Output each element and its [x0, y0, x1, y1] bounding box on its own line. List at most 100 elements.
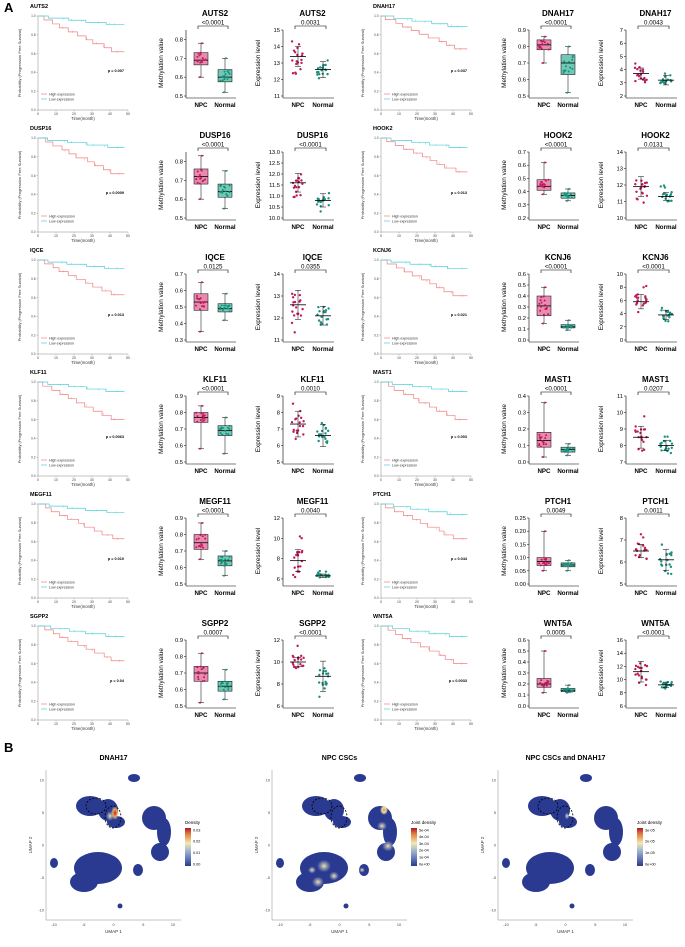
km-x-axis-label: Time(month) [71, 116, 95, 121]
km-y-tick-label: 0.6 [31, 296, 36, 300]
km-y-axis-label: Probability (Progression Free Survival) [17, 150, 22, 219]
km-y-tick-label: 0.2 [31, 455, 36, 459]
methylation-y-tick-label: 0.8 [175, 159, 183, 165]
dot-point [322, 63, 325, 67]
methylation-p-value: <0.0001 [202, 20, 225, 27]
km-plot: SGPP2 0 10 20 30 40 50 0.0 0.2 0.4 0.6 0.8 1.0 Probab… [17, 614, 130, 731]
dot-point [292, 573, 295, 577]
expression-y-axis-label: Expression level [255, 528, 262, 575]
expression-y-tick-label: 12 [617, 664, 623, 670]
km-y-tick-label: 0.4 [374, 193, 379, 197]
km-x-tick-label: 30 [90, 600, 94, 604]
dot-point [300, 61, 303, 65]
box-point [568, 442, 570, 445]
dot-point [670, 681, 673, 684]
expression-y-tick-label: 8 [277, 411, 280, 417]
umap-title: DNAH17 [99, 755, 127, 762]
expression-plot: IQCE 0.0355 11 12 13 14 Expression level NPC Nor… [255, 253, 334, 353]
box-point [199, 330, 201, 333]
km-x-tick-label: 30 [433, 234, 437, 238]
dot-point [316, 430, 319, 433]
km-x-tick-label: 10 [397, 600, 401, 604]
km-x-tick-label: 40 [451, 234, 455, 238]
umap-density-warm [308, 866, 316, 874]
km-y-tick-label: 1.0 [374, 624, 379, 628]
box-point [196, 170, 199, 173]
box-point [202, 667, 205, 670]
km-y-tick-label: 0.8 [31, 33, 36, 37]
umap-legend-title: Density [185, 820, 201, 825]
umap-highlight-circle [311, 797, 333, 815]
expression-y-tick-label: 4 [620, 68, 624, 74]
km-curve-low [381, 381, 468, 392]
umap-y-tick-label: 5 [494, 811, 496, 815]
box-point [197, 52, 200, 55]
box-point [219, 431, 222, 434]
dot-point [326, 72, 329, 76]
expression-y-tick-label: 4 [620, 312, 624, 318]
expression-group-label: NPC [291, 468, 305, 475]
dot-point [641, 544, 645, 547]
box-point [224, 73, 227, 76]
methylation-y-tick-label: 0.4 [518, 660, 527, 666]
box-point [539, 564, 542, 567]
dot-point [660, 686, 664, 689]
dot-point [635, 301, 639, 305]
km-x-tick-label: 20 [415, 356, 419, 360]
km-y-tick-label: 1.0 [374, 502, 379, 506]
dot-point [634, 79, 637, 83]
dot-point [318, 73, 321, 76]
box-point [563, 688, 566, 691]
expression-y-tick-label: 11 [274, 338, 280, 344]
umap-x-tick-label: 10 [171, 923, 175, 927]
methylation-plot: KLF11 <0.0001 0.5 0.6 0.7 0.8 0.9 Methylation v… [158, 375, 236, 475]
km-x-tick-label: 0 [380, 112, 382, 116]
expression-y-tick-label: 6 [620, 704, 623, 710]
methylation-title: PTCH1 [545, 497, 572, 506]
box-point [566, 329, 568, 332]
box-point [571, 56, 574, 59]
umap-legend-tick: 3e-04 [419, 842, 429, 846]
umap-cluster [276, 858, 284, 868]
methylation-title: MEGF11 [199, 497, 231, 506]
dot-point [327, 573, 330, 577]
km-y-axis-label: Probability (Progression Free Survival) [360, 638, 365, 707]
umap-cluster [603, 843, 621, 861]
expression-y-tick-label: 9 [620, 427, 623, 433]
box-point [563, 70, 566, 73]
dot-point [302, 433, 305, 436]
box-point [540, 296, 543, 299]
dot-point [643, 546, 647, 550]
dot-point [299, 658, 303, 661]
umap-x-tick-label: 10 [623, 923, 627, 927]
box-point [225, 416, 227, 419]
km-y-tick-label: 0.2 [31, 333, 36, 337]
expression-y-axis-label: Expression level [598, 162, 605, 209]
methylation-plot: MAST1 <0.0001 0.0 0.1 0.2 0.3 0.4 Methylation v… [501, 375, 579, 475]
km-legend-label: Low expression [49, 341, 74, 345]
umap-cluster [569, 903, 575, 909]
umap-legend-tick: 0.00 [193, 862, 200, 866]
methylation-y-tick-label: 0.5 [175, 305, 183, 311]
dot-point [644, 301, 647, 304]
dot-point [669, 74, 672, 77]
box-point [219, 685, 222, 688]
dot-point [292, 301, 295, 304]
box-point [545, 308, 548, 311]
dot-point [636, 672, 639, 675]
km-x-tick-label: 50 [126, 234, 130, 238]
km-legend-label: High expression [49, 580, 75, 584]
km-y-tick-label: 0.2 [374, 455, 379, 459]
box-point [540, 305, 543, 308]
km-x-tick-label: 30 [433, 722, 437, 726]
methylation-y-tick-label: 0.5 [518, 176, 526, 182]
umap-panel-2: NPC CSCs -10 -5 0 5 10 -10 -5 0 5 10 UMAP 1 UMAP 2 Jo… [254, 755, 437, 934]
dot-point [644, 678, 648, 681]
km-legend-label: High expression [49, 702, 75, 706]
expression-y-tick-label: 7 [620, 538, 623, 544]
km-y-tick-label: 0.6 [374, 662, 379, 666]
box-point [538, 436, 541, 439]
box-point [569, 66, 572, 69]
expression-y-tick-label: 6 [277, 577, 280, 583]
box-point [563, 448, 566, 451]
